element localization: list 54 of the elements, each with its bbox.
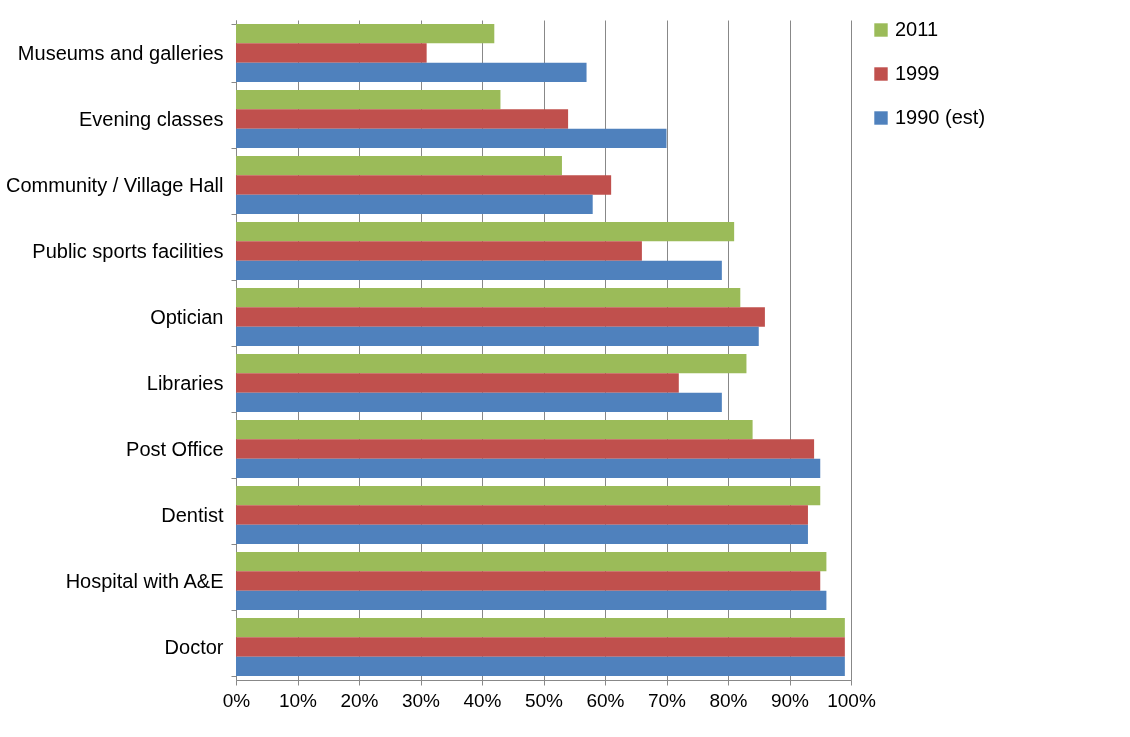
y-tick-label: Dentist	[161, 503, 224, 526]
bar	[236, 221, 735, 242]
bar	[236, 194, 593, 215]
x-tick-label: 70%	[647, 689, 687, 711]
bar	[236, 590, 827, 611]
x-tick-label: 90%	[770, 689, 810, 711]
bar	[236, 439, 815, 459]
y-tick-label: Community / Village Hall	[6, 173, 224, 196]
x-tick-label: 100%	[827, 689, 876, 711]
bar	[236, 109, 569, 129]
bar	[236, 617, 845, 638]
y-tick-label: Hospital with A&E	[65, 569, 224, 592]
x-tick-label: 80%	[709, 689, 748, 711]
bar	[236, 505, 808, 525]
bar	[236, 458, 821, 479]
bar	[236, 260, 722, 281]
bar	[236, 571, 821, 591]
bar	[236, 155, 562, 176]
bar	[236, 419, 753, 440]
y-tick-label: Doctor	[164, 635, 224, 658]
bar	[236, 128, 667, 149]
x-tick-label: 50%	[524, 689, 564, 711]
bar	[236, 637, 845, 657]
x-tick-label: 60%	[586, 689, 625, 711]
legend-label: 2011	[895, 18, 939, 40]
bar	[236, 89, 501, 110]
bar	[236, 524, 808, 545]
bar	[236, 373, 679, 393]
x-tick-label: 10%	[278, 689, 318, 711]
y-tick-label: Libraries	[146, 371, 224, 394]
x-tick-label: 0%	[222, 689, 251, 711]
bar	[236, 485, 821, 506]
bar	[236, 62, 587, 83]
bar	[236, 43, 427, 63]
bar	[236, 326, 759, 347]
y-tick-label: Museums and galleries	[17, 41, 224, 64]
bar	[236, 175, 612, 195]
bar	[236, 656, 845, 677]
y-tick-label: Evening classes	[78, 107, 224, 130]
bar	[236, 241, 642, 261]
x-tick-label: 30%	[401, 689, 441, 711]
y-tick-label: Public sports facilities	[32, 239, 224, 262]
y-tick-label: Optician	[150, 305, 224, 328]
x-tick-label: 40%	[463, 689, 502, 711]
bar	[236, 23, 495, 44]
legend-label: 1999	[895, 62, 940, 84]
bar	[236, 392, 722, 413]
y-tick-label: Post Office	[126, 437, 224, 460]
x-tick-label: 20%	[340, 689, 379, 711]
bar	[236, 551, 827, 572]
bar	[236, 287, 741, 308]
bar	[236, 353, 747, 374]
bar	[236, 307, 765, 327]
legend-label: 1990 (est)	[895, 106, 986, 128]
